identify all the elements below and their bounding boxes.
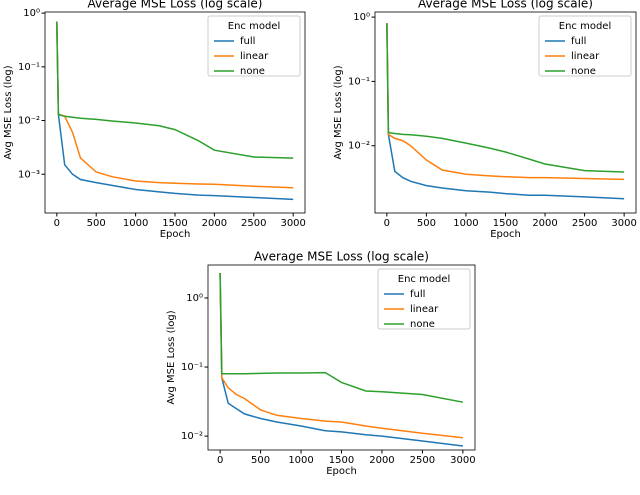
y-tick-label: 10⁻¹ — [181, 362, 203, 373]
x-tick-label: 500 — [417, 218, 436, 229]
legend-box — [377, 268, 471, 330]
legend-label: full — [410, 289, 425, 300]
x-tick-label: 2000 — [202, 218, 227, 229]
x-axis-label: Epoch — [490, 229, 521, 240]
series-line — [386, 23, 625, 173]
series-line — [219, 272, 463, 439]
series-line — [219, 272, 464, 403]
x-tick-label: 3000 — [450, 455, 475, 466]
series-line — [56, 21, 294, 189]
x-tick-label: 2000 — [369, 455, 394, 466]
y-tick-label: 10⁻¹ — [348, 76, 370, 87]
x-tick-label: 1500 — [493, 218, 518, 229]
series-line — [386, 23, 625, 200]
x-tick-label: 1500 — [329, 455, 354, 466]
x-tick-label: 2500 — [241, 218, 266, 229]
x-tick-label: 0 — [54, 218, 60, 229]
x-axis-label: Epoch — [160, 229, 191, 240]
y-tick-label: 10⁰ — [186, 293, 203, 304]
legend-label: linear — [240, 51, 269, 62]
legend-label: full — [571, 36, 586, 47]
chart-title: Average MSE Loss (log scale) — [88, 0, 263, 11]
y-tick-label: 10⁰ — [353, 12, 370, 23]
legend-box — [538, 15, 632, 77]
series-line — [56, 21, 294, 159]
chart-title: Average MSE Loss (log scale) — [254, 250, 429, 264]
x-tick-label: 3000 — [611, 218, 636, 229]
legend-label: linear — [410, 304, 439, 315]
legend-label: none — [571, 66, 596, 77]
legend-label: linear — [571, 51, 600, 62]
y-tick-label: 10⁻¹ — [18, 62, 40, 73]
y-tick-label: 10⁻² — [18, 116, 40, 127]
y-tick-label: 10⁰ — [23, 8, 40, 19]
y-tick-label: 10⁻³ — [18, 169, 40, 180]
legend-title: Enc model — [559, 21, 611, 32]
x-tick-label: 2500 — [572, 218, 597, 229]
series-line — [386, 23, 625, 181]
y-axis-label: Avg MSE Loss (log) — [166, 310, 177, 404]
y-tick-label: 10⁻² — [181, 431, 203, 442]
x-tick-label: 2000 — [532, 218, 557, 229]
x-tick-label: 1500 — [162, 218, 187, 229]
legend-title: Enc model — [228, 21, 280, 32]
x-tick-label: 500 — [87, 218, 106, 229]
legend-title: Enc model — [398, 274, 450, 285]
legend-box — [207, 15, 301, 77]
x-tick-label: 0 — [217, 455, 223, 466]
x-tick-label: 1000 — [288, 455, 313, 466]
y-axis-label: Avg MSE Loss (log) — [333, 65, 344, 159]
x-tick-label: 500 — [251, 455, 270, 466]
y-tick-label: 10⁻² — [348, 141, 370, 152]
y-axis-label: Avg MSE Loss (log) — [3, 65, 14, 159]
x-tick-label: 2500 — [410, 455, 435, 466]
x-tick-label: 1000 — [453, 218, 478, 229]
x-tick-label: 0 — [384, 218, 390, 229]
x-axis-label: Epoch — [326, 466, 357, 477]
legend-label: none — [240, 66, 265, 77]
series-line — [219, 272, 463, 447]
x-tick-label: 1000 — [123, 218, 148, 229]
series-line — [56, 21, 294, 201]
legend-label: none — [410, 319, 435, 330]
legend-label: full — [240, 36, 255, 47]
chart-title: Average MSE Loss (log scale) — [418, 0, 593, 11]
x-tick-label: 3000 — [280, 218, 305, 229]
